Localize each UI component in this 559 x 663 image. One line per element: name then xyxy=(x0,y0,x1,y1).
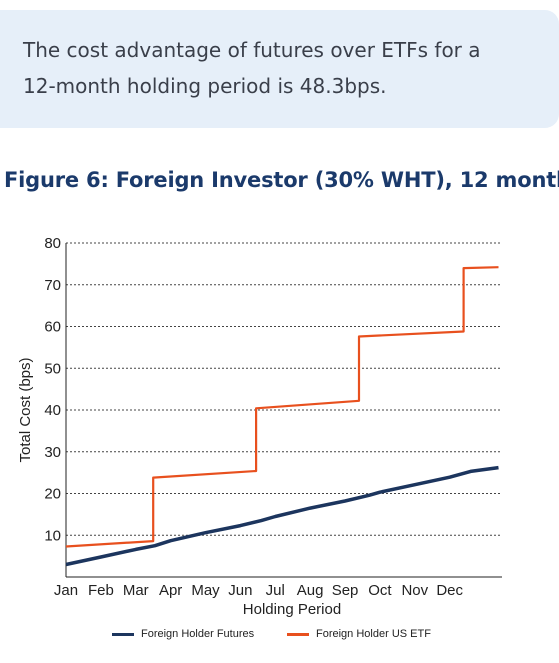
y-tick-label-80: 80 xyxy=(44,235,61,252)
chart-grid xyxy=(66,242,502,536)
y-tick-label-30: 30 xyxy=(44,444,61,461)
legend-swatch-futures xyxy=(112,632,134,636)
x-tick-label-oct: Oct xyxy=(368,582,392,599)
y-tick-label-10: 10 xyxy=(44,527,61,544)
x-tick-label-mar: Mar xyxy=(123,582,149,599)
legend-label-futures: Foreign Holder Futures xyxy=(141,628,255,640)
chart-series xyxy=(65,266,499,567)
figure-title: Figure 6: Foreign Investor (30% WHT), 12… xyxy=(4,168,559,192)
legend-item-futures: Foreign Holder Futures xyxy=(112,628,254,640)
chart-legend: Foreign Holder Futures Foreign Holder US… xyxy=(0,628,559,648)
x-tick-label-jun: Jun xyxy=(228,582,252,599)
chart-axes xyxy=(65,243,502,578)
callout-line-1: The cost advantage of futures over ETFs … xyxy=(23,38,481,62)
x-axis-ticks: Jan Feb Mar Apr May Jun Jul Aug Sep Oct Nov Dec xyxy=(54,582,464,599)
line-chart: 10 20 30 40 50 60 70 80 Jan Feb Mar Apr May Jun Jul Au… xyxy=(17,235,502,618)
callout-line-2: 12-month holding period is 48.3bps. xyxy=(23,74,387,98)
x-axis-label: Holding Period xyxy=(243,601,341,618)
x-tick-label-sep: Sep xyxy=(332,582,359,599)
y-tick-label-60: 60 xyxy=(44,319,61,336)
x-tick-label-feb: Feb xyxy=(88,582,114,599)
legend-item-etf: Foreign Holder US ETF xyxy=(287,628,431,640)
y-tick-label-70: 70 xyxy=(44,277,61,294)
x-tick-label-nov: Nov xyxy=(401,582,428,599)
series-line-futures xyxy=(65,465,499,567)
x-tick-label-may: May xyxy=(191,582,220,599)
y-tick-label-40: 40 xyxy=(44,402,61,419)
x-tick-label-aug: Aug xyxy=(297,582,324,599)
callout-box: The cost advantage of futures over ETFs … xyxy=(0,10,559,128)
series-line-etf xyxy=(65,266,499,548)
x-tick-label-jan: Jan xyxy=(54,582,78,599)
y-axis-ticks: 10 20 30 40 50 60 70 80 xyxy=(44,235,61,544)
y-tick-label-20: 20 xyxy=(44,486,61,503)
y-axis-label: Total Cost (bps) xyxy=(17,357,34,462)
x-tick-label-dec: Dec xyxy=(436,582,463,599)
x-tick-label-jul: Jul xyxy=(266,582,285,599)
legend-swatch-etf xyxy=(287,632,309,636)
x-tick-label-apr: Apr xyxy=(159,582,182,599)
legend-label-etf: Foreign Holder US ETF xyxy=(316,628,431,640)
y-tick-label-50: 50 xyxy=(44,360,61,377)
